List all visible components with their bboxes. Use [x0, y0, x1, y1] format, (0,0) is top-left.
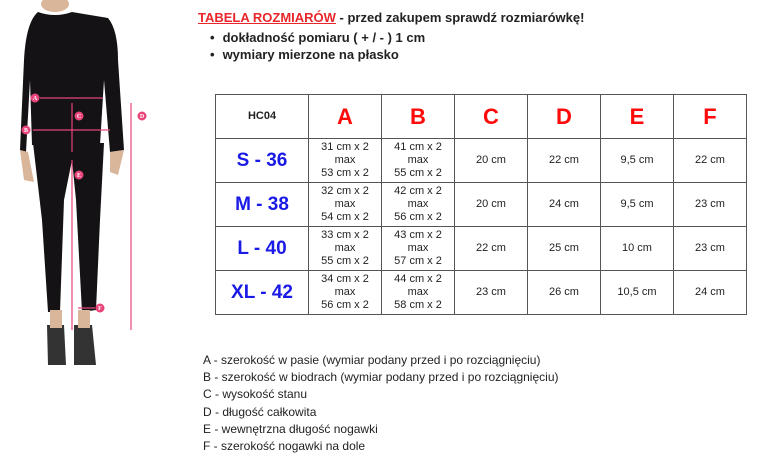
cell-d: 24 cm: [527, 182, 601, 227]
legend-e: E - wewnętrzna długość nogawki: [203, 421, 378, 436]
cell-f: 23 cm: [673, 182, 747, 227]
svg-text:B: B: [24, 128, 28, 134]
col-header-f: F: [673, 94, 747, 139]
cell-c: 23 cm: [454, 270, 528, 315]
cell-d: 25 cm: [527, 226, 601, 271]
cell-e: 10,5 cm: [600, 270, 674, 315]
legend-a: A - szerokość w pasie (wymiar podany prz…: [203, 353, 541, 367]
cell-line: 34 cm x 2: [321, 273, 369, 285]
cell-line: 55 cm x 2: [321, 255, 369, 267]
cell-line: 31 cm x 2: [321, 141, 369, 153]
col-header-a: A: [308, 94, 382, 139]
legend-f: F - szerokość nogawki na dole: [203, 439, 366, 454]
size-label: S - 36: [215, 138, 309, 183]
svg-text:F: F: [98, 306, 102, 312]
cell-b: 42 cm x 2 max 56 cm x 2: [381, 182, 455, 227]
size-label: L - 40: [215, 226, 309, 271]
cell-c: 20 cm: [454, 138, 528, 183]
cell-line: 57 cm x 2: [394, 255, 442, 267]
legend: A - szerokość w pasie (wymiar podany prz…: [203, 352, 558, 455]
cell-line: max: [407, 198, 429, 210]
table-row: XL - 42 34 cm x 2 max 56 cm x 2 44 cm x 2 max…: [215, 270, 747, 315]
cell-line: max: [407, 154, 429, 166]
cell-c: 22 cm: [454, 226, 528, 271]
cell-line: 42 cm x 2: [394, 185, 442, 197]
cell-e: 9,5 cm: [600, 182, 674, 227]
svg-text:E: E: [77, 173, 81, 179]
cell-a: 34 cm x 2 max 56 cm x 2: [308, 270, 382, 315]
header-title: TABELA ROZMIARÓW - przed zakupem sprawdź…: [198, 10, 584, 25]
bullet-flat: wymiary mierzone na płasko: [210, 47, 399, 62]
legend-b: B - szerokość w biodrach (wymiar podany …: [203, 370, 559, 385]
cell-f: 23 cm: [673, 226, 747, 271]
cell-line: max: [334, 198, 356, 210]
size-label: XL - 42: [215, 270, 309, 315]
col-header-d: D: [527, 94, 601, 139]
col-header-e: E: [600, 94, 674, 139]
cell-a: 32 cm x 2 max 54 cm x 2: [308, 182, 382, 227]
cell-line: max: [407, 242, 429, 254]
cell-d: 26 cm: [527, 270, 601, 315]
legend-d: D - długość całkowita: [203, 404, 317, 419]
cell-line: 53 cm x 2: [321, 167, 369, 179]
cell-d: 22 cm: [527, 138, 601, 183]
table-row: L - 40 33 cm x 2 max 55 cm x 2 43 cm x 2 max 5…: [215, 226, 747, 271]
cell-line: 54 cm x 2: [321, 211, 369, 223]
cell-line: max: [334, 286, 356, 298]
size-table: HC04 A B C D E F S - 36 31 cm x 2 max 53 cm…: [215, 94, 747, 315]
cell-line: 44 cm x 2: [394, 273, 442, 285]
size-table-title: TABELA ROZMIARÓW: [198, 10, 336, 25]
size-label: M - 38: [215, 182, 309, 227]
table-row: M - 38 32 cm x 2 max 54 cm x 2 42 cm x 2 max 5…: [215, 182, 747, 227]
cell-a: 33 cm x 2 max 55 cm x 2: [308, 226, 382, 271]
cell-line: max: [334, 242, 356, 254]
cell-line: 55 cm x 2: [394, 167, 442, 179]
product-code: HC04: [215, 94, 309, 139]
bullet-accuracy: dokładność pomiaru ( + / - ) 1 cm: [210, 30, 426, 45]
svg-text:D: D: [140, 114, 145, 120]
cell-line: 56 cm x 2: [321, 299, 369, 311]
col-header-c: C: [454, 94, 528, 139]
cell-b: 43 cm x 2 max 57 cm x 2: [381, 226, 455, 271]
cell-e: 10 cm: [600, 226, 674, 271]
cell-line: max: [334, 154, 356, 166]
cell-f: 24 cm: [673, 270, 747, 315]
cell-e: 9,5 cm: [600, 138, 674, 183]
svg-text:C: C: [77, 114, 81, 120]
header-subtitle: - przed zakupem sprawdź rozmiarówkę!: [335, 10, 585, 25]
cell-b: 41 cm x 2 max 55 cm x 2: [381, 138, 455, 183]
cell-line: 32 cm x 2: [321, 185, 369, 197]
cell-b: 44 cm x 2 max 58 cm x 2: [381, 270, 455, 315]
cell-line: 33 cm x 2: [321, 229, 369, 241]
model-figure: A B C D E F: [20, 0, 147, 365]
cell-line: 58 cm x 2: [394, 299, 442, 311]
cell-c: 20 cm: [454, 182, 528, 227]
cell-a: 31 cm x 2 max 53 cm x 2: [308, 138, 382, 183]
col-header-b: B: [381, 94, 455, 139]
svg-text:A: A: [33, 96, 38, 102]
legend-c: C - wysokość stanu: [203, 387, 308, 402]
cell-line: 41 cm x 2: [394, 141, 442, 153]
cell-f: 22 cm: [673, 138, 747, 183]
cell-line: 43 cm x 2: [394, 229, 442, 241]
cell-line: max: [407, 286, 429, 298]
table-row: S - 36 31 cm x 2 max 53 cm x 2 41 cm x 2 max 5…: [215, 138, 747, 183]
cell-line: 56 cm x 2: [394, 211, 442, 223]
